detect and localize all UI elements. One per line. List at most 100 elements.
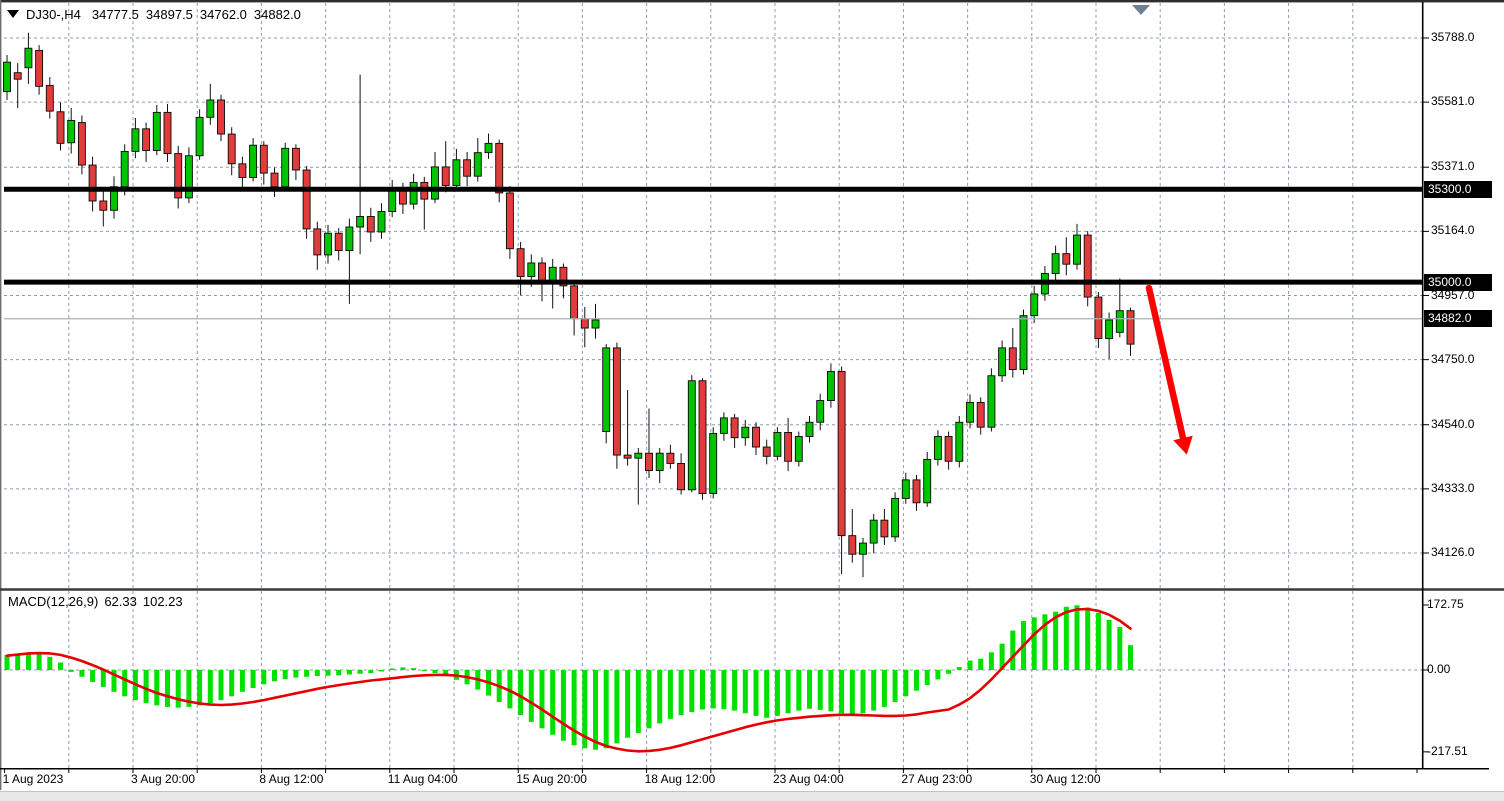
bear-candle [762,446,771,457]
macd-histogram-bar [1042,614,1048,670]
symbol-dropdown-icon[interactable] [7,10,19,18]
bear-candle [441,166,450,186]
bull-candle [805,421,814,437]
gridlines [4,3,1422,768]
macd-histogram-bar [924,670,930,686]
bull-candle [377,211,386,233]
bear-candle [45,84,54,112]
macd-histogram-bar [239,670,245,692]
chart-title: DJ30-,H4 34777.5 34897.5 34762.0 34882.0 [7,6,308,22]
bull-candle [933,436,942,460]
macd-histogram-bar [379,670,384,672]
macd-histogram-bar [689,670,695,713]
bull-candle [741,426,750,439]
bear-candle [238,163,247,178]
bull-candle [634,452,643,459]
time-tick-label: 15 Aug 20:00 [516,772,587,786]
macd-histogram-bar [518,670,524,716]
macd-histogram-bar [304,670,310,677]
macd-histogram-bar [582,670,588,749]
time-tick-label: 3 Aug 20:00 [131,772,196,786]
macd-histogram-bar [903,670,909,697]
macd-histogram-bar [507,670,513,709]
bull-candle [356,216,365,228]
bull-candle [816,400,825,423]
bear-candle [848,535,857,555]
macd-histogram-bar [1010,630,1016,670]
price-tick-label: 35164.0 [1431,223,1475,238]
bull-candle [987,375,996,428]
macd-histogram-bar [58,662,63,670]
macd-tick-label: -217.51 [1427,743,1468,758]
macd-histogram-bar [36,654,42,670]
window-top-edge [0,0,1504,3]
bull-candle [955,421,964,462]
macd-histogram-bar [411,668,417,670]
bear-candle [698,380,707,494]
bull-candle [591,319,600,329]
macd-histogram-bar [143,670,149,704]
bear-candle [56,111,65,144]
bear-candle [313,228,322,256]
bear-candle [516,248,525,278]
macd-histogram-bar [807,670,812,709]
macd-histogram-bar [796,670,802,711]
price-tick-label: 34540.0 [1431,416,1475,431]
bear-candle [612,347,621,456]
bull-candle [152,111,161,151]
bear-candle [623,454,632,459]
bear-candle [217,99,225,135]
bull-candle [120,150,129,188]
arrow-annotation-head[interactable] [1173,435,1193,455]
bull-candle [687,380,696,491]
title-open-value: 34777.5 [91,6,139,22]
bear-candle [784,432,793,462]
macd-histogram-bar [368,670,374,674]
bear-candle [944,436,953,462]
macd-tick-label: 0.00 [1427,662,1451,676]
macd-histogram-bar [571,670,577,746]
price-tick-label: 34957.0 [1431,287,1475,302]
bear-candle [752,426,760,448]
bear-candle [1126,310,1135,345]
bull-candle [773,432,782,457]
macd-histogram-bar [261,670,267,685]
macd-histogram-bar [764,670,770,718]
macd-histogram-bar [914,670,919,691]
macd-histogram-bar [732,670,738,711]
macd-histogram-bar [721,670,727,710]
macd-histogram-bar [560,670,566,741]
macd-histogram-bar [272,670,277,682]
bear-candle [505,192,514,250]
macd-histogram-bar [1053,611,1059,670]
bear-candle [1083,234,1092,298]
macd-histogram-bar [1106,619,1112,670]
bull-candle [206,99,215,118]
bull-candle [923,458,932,504]
title-close-value: 34882.0 [253,6,301,22]
indicator-name: MACD(12,26,9) [8,594,99,609]
bull-candle [1105,319,1114,340]
macd-histogram-bar [614,670,620,744]
macd-histogram-bar [1128,645,1133,670]
time-tick-label: 30 Aug 12:00 [1029,772,1101,786]
macd-indicator[interactable] [4,605,1134,753]
bear-candle [142,128,151,151]
macd-signal-line [5,607,1132,753]
macd-histogram-bar [817,670,823,710]
arrow-annotation-shaft[interactable] [1145,284,1187,442]
bull-candle [431,166,439,200]
macd-histogram-bar [667,670,673,719]
candlestick-series[interactable] [3,32,1135,578]
macd-histogram-bar [1117,627,1123,670]
macd-histogram-bar [165,670,170,707]
price-tick-label: 34126.0 [1431,545,1475,559]
bear-candle [1008,347,1017,371]
macd-histogram-bar [1095,612,1101,670]
current-price-box: 34882.0 [1424,310,1492,328]
bull-candle [3,61,11,93]
macd-histogram-bar [528,670,534,722]
bull-candle [131,128,140,152]
bull-candle [826,370,835,401]
